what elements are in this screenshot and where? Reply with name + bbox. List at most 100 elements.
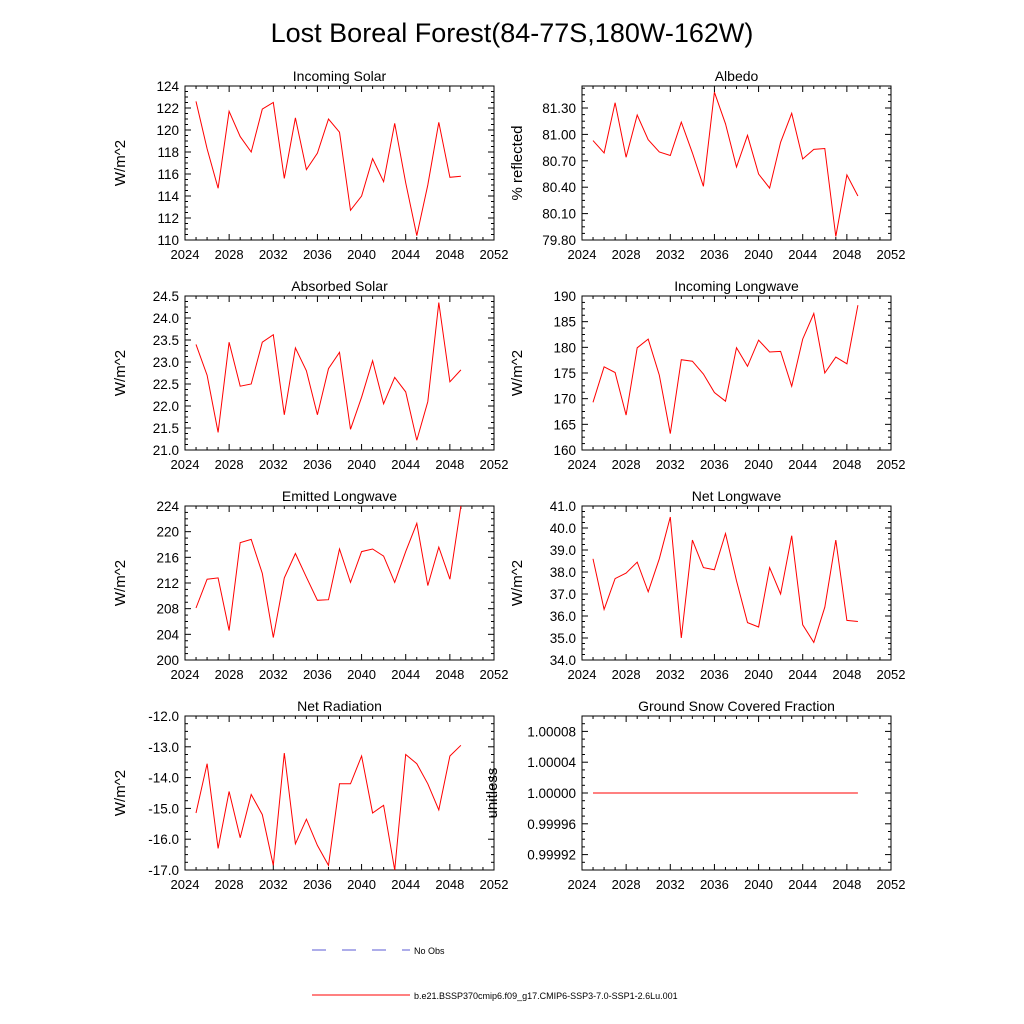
- figure-title: Lost Boreal Forest(84-77S,180W-162W): [271, 18, 754, 48]
- y-tick-label: 36.0: [550, 609, 576, 624]
- x-tick-label: 2052: [877, 667, 906, 682]
- x-tick-label: 2032: [656, 877, 685, 892]
- y-tick-label: -16.0: [148, 832, 179, 847]
- x-tick-label: 2040: [744, 247, 773, 262]
- y-axis-label: W/m^2: [112, 770, 129, 816]
- y-tick-label: -15.0: [148, 801, 179, 816]
- x-tick-label: 2048: [435, 247, 464, 262]
- y-tick-label: 170: [553, 392, 576, 407]
- y-axis-label: % reflected: [509, 125, 526, 200]
- legend: No Obs b.e21.BSSP370cmip6.f09_g17.CMIP6-S…: [312, 946, 678, 1001]
- x-tick-label: 2052: [877, 877, 906, 892]
- x-tick-label: 2028: [612, 457, 641, 472]
- y-tick-label: 22.0: [153, 399, 179, 414]
- plot-frame: [184, 505, 495, 661]
- y-tick-label: 21.5: [153, 421, 179, 436]
- x-tick-label: 2036: [700, 457, 729, 472]
- y-tick-label: 80.10: [542, 207, 576, 222]
- x-tick-label: 2040: [744, 877, 773, 892]
- y-tick-label: 1.00004: [527, 755, 576, 770]
- panel-net-longwave: 2024 2028 2032 2036 2040 2044 2048 2052 34.0 35.0…: [509, 488, 905, 682]
- y-tick-label: 23.5: [153, 333, 179, 348]
- y-tick-label: 114: [157, 189, 179, 204]
- series-line: [592, 305, 859, 434]
- x-tick-label: 2024: [171, 667, 200, 682]
- y-tick-label: 110: [157, 233, 179, 248]
- panel-title: Net Radiation: [297, 698, 382, 714]
- series-line: [195, 302, 462, 441]
- plot-frame: [581, 505, 892, 661]
- y-tick-label: 1.00000: [527, 786, 576, 801]
- x-tick-label: 2036: [700, 877, 729, 892]
- y-tick-label: 1.00008: [527, 724, 576, 739]
- panel-albedo: 2024 2028 2032 2036 2040 2044 2048 2052 79.80 80.…: [509, 68, 905, 262]
- y-tick-label: 190: [553, 289, 576, 304]
- x-tick-label: 2044: [391, 247, 420, 262]
- x-tick-label: 2044: [788, 667, 817, 682]
- x-tick-label: 2044: [391, 877, 420, 892]
- y-tick-label: 23.0: [153, 355, 179, 370]
- y-tick-label: 185: [553, 315, 576, 330]
- x-tick-label: 2036: [303, 247, 332, 262]
- y-tick-label: 37.0: [550, 587, 576, 602]
- y-tick-label: 41.0: [550, 499, 576, 514]
- plot-frame: [184, 715, 495, 871]
- panel-net-radiation: 2024 2028 2032 2036 2040 2044 2048 2052 -17.0 -16…: [112, 698, 508, 892]
- y-tick-label: 200: [156, 653, 179, 668]
- y-tick-label: 24.5: [153, 289, 179, 304]
- x-tick-label: 2044: [391, 457, 420, 472]
- x-tick-label: 2024: [171, 877, 200, 892]
- y-tick-label: 80.70: [542, 154, 576, 169]
- x-tick-label: 2028: [215, 667, 244, 682]
- x-tick-label: 2052: [877, 247, 906, 262]
- x-tick-label: 2040: [347, 877, 376, 892]
- x-tick-label: 2032: [259, 247, 288, 262]
- x-tick-label: 2044: [788, 457, 817, 472]
- y-tick-label: 79.80: [542, 233, 576, 248]
- x-tick-label: 2040: [347, 667, 376, 682]
- y-tick-label: 21.0: [153, 443, 179, 458]
- x-tick-label: 2024: [568, 877, 597, 892]
- series-line: [195, 101, 461, 236]
- y-tick-label: 165: [553, 417, 576, 432]
- y-tick-label: 216: [156, 550, 179, 565]
- x-tick-label: 2032: [259, 667, 288, 682]
- y-axis-label: W/m^2: [509, 350, 526, 396]
- y-axis-label: W/m^2: [112, 560, 129, 606]
- y-axis-label: W/m^2: [112, 350, 129, 396]
- series-line: [195, 744, 462, 871]
- series-line: [592, 516, 858, 644]
- x-tick-label: 2028: [215, 457, 244, 472]
- panel-title: Net Longwave: [692, 488, 782, 504]
- x-tick-label: 2036: [303, 667, 332, 682]
- y-tick-label: 224: [156, 499, 179, 514]
- x-tick-label: 2052: [877, 457, 906, 472]
- y-tick-label: 118: [157, 145, 179, 160]
- x-tick-label: 2024: [568, 247, 597, 262]
- x-tick-label: 2048: [435, 457, 464, 472]
- y-tick-label: 120: [156, 123, 179, 138]
- y-tick-label: 212: [156, 576, 179, 591]
- y-axis-label: unitless: [484, 768, 501, 819]
- y-tick-label: 208: [156, 602, 179, 617]
- panel-title: Emitted Longwave: [282, 488, 397, 504]
- x-tick-label: 2028: [215, 877, 244, 892]
- panel-title: Ground Snow Covered Fraction: [638, 698, 835, 714]
- x-tick-label: 2044: [788, 877, 817, 892]
- series-line: [195, 505, 462, 638]
- x-tick-label: 2024: [568, 457, 597, 472]
- x-tick-label: 2048: [832, 877, 861, 892]
- x-tick-label: 2036: [303, 457, 332, 472]
- y-tick-label: 35.0: [550, 631, 576, 646]
- x-tick-label: 2028: [612, 667, 641, 682]
- y-tick-label: 34.0: [550, 653, 576, 668]
- x-tick-label: 2036: [303, 877, 332, 892]
- x-tick-label: 2024: [171, 247, 200, 262]
- x-tick-label: 2040: [347, 247, 376, 262]
- x-tick-label: 2028: [612, 877, 641, 892]
- y-tick-label: -12.0: [148, 709, 179, 724]
- panel-title: Absorbed Solar: [291, 278, 388, 294]
- x-tick-label: 2048: [435, 667, 464, 682]
- x-tick-label: 2040: [347, 457, 376, 472]
- x-tick-label: 2048: [832, 457, 861, 472]
